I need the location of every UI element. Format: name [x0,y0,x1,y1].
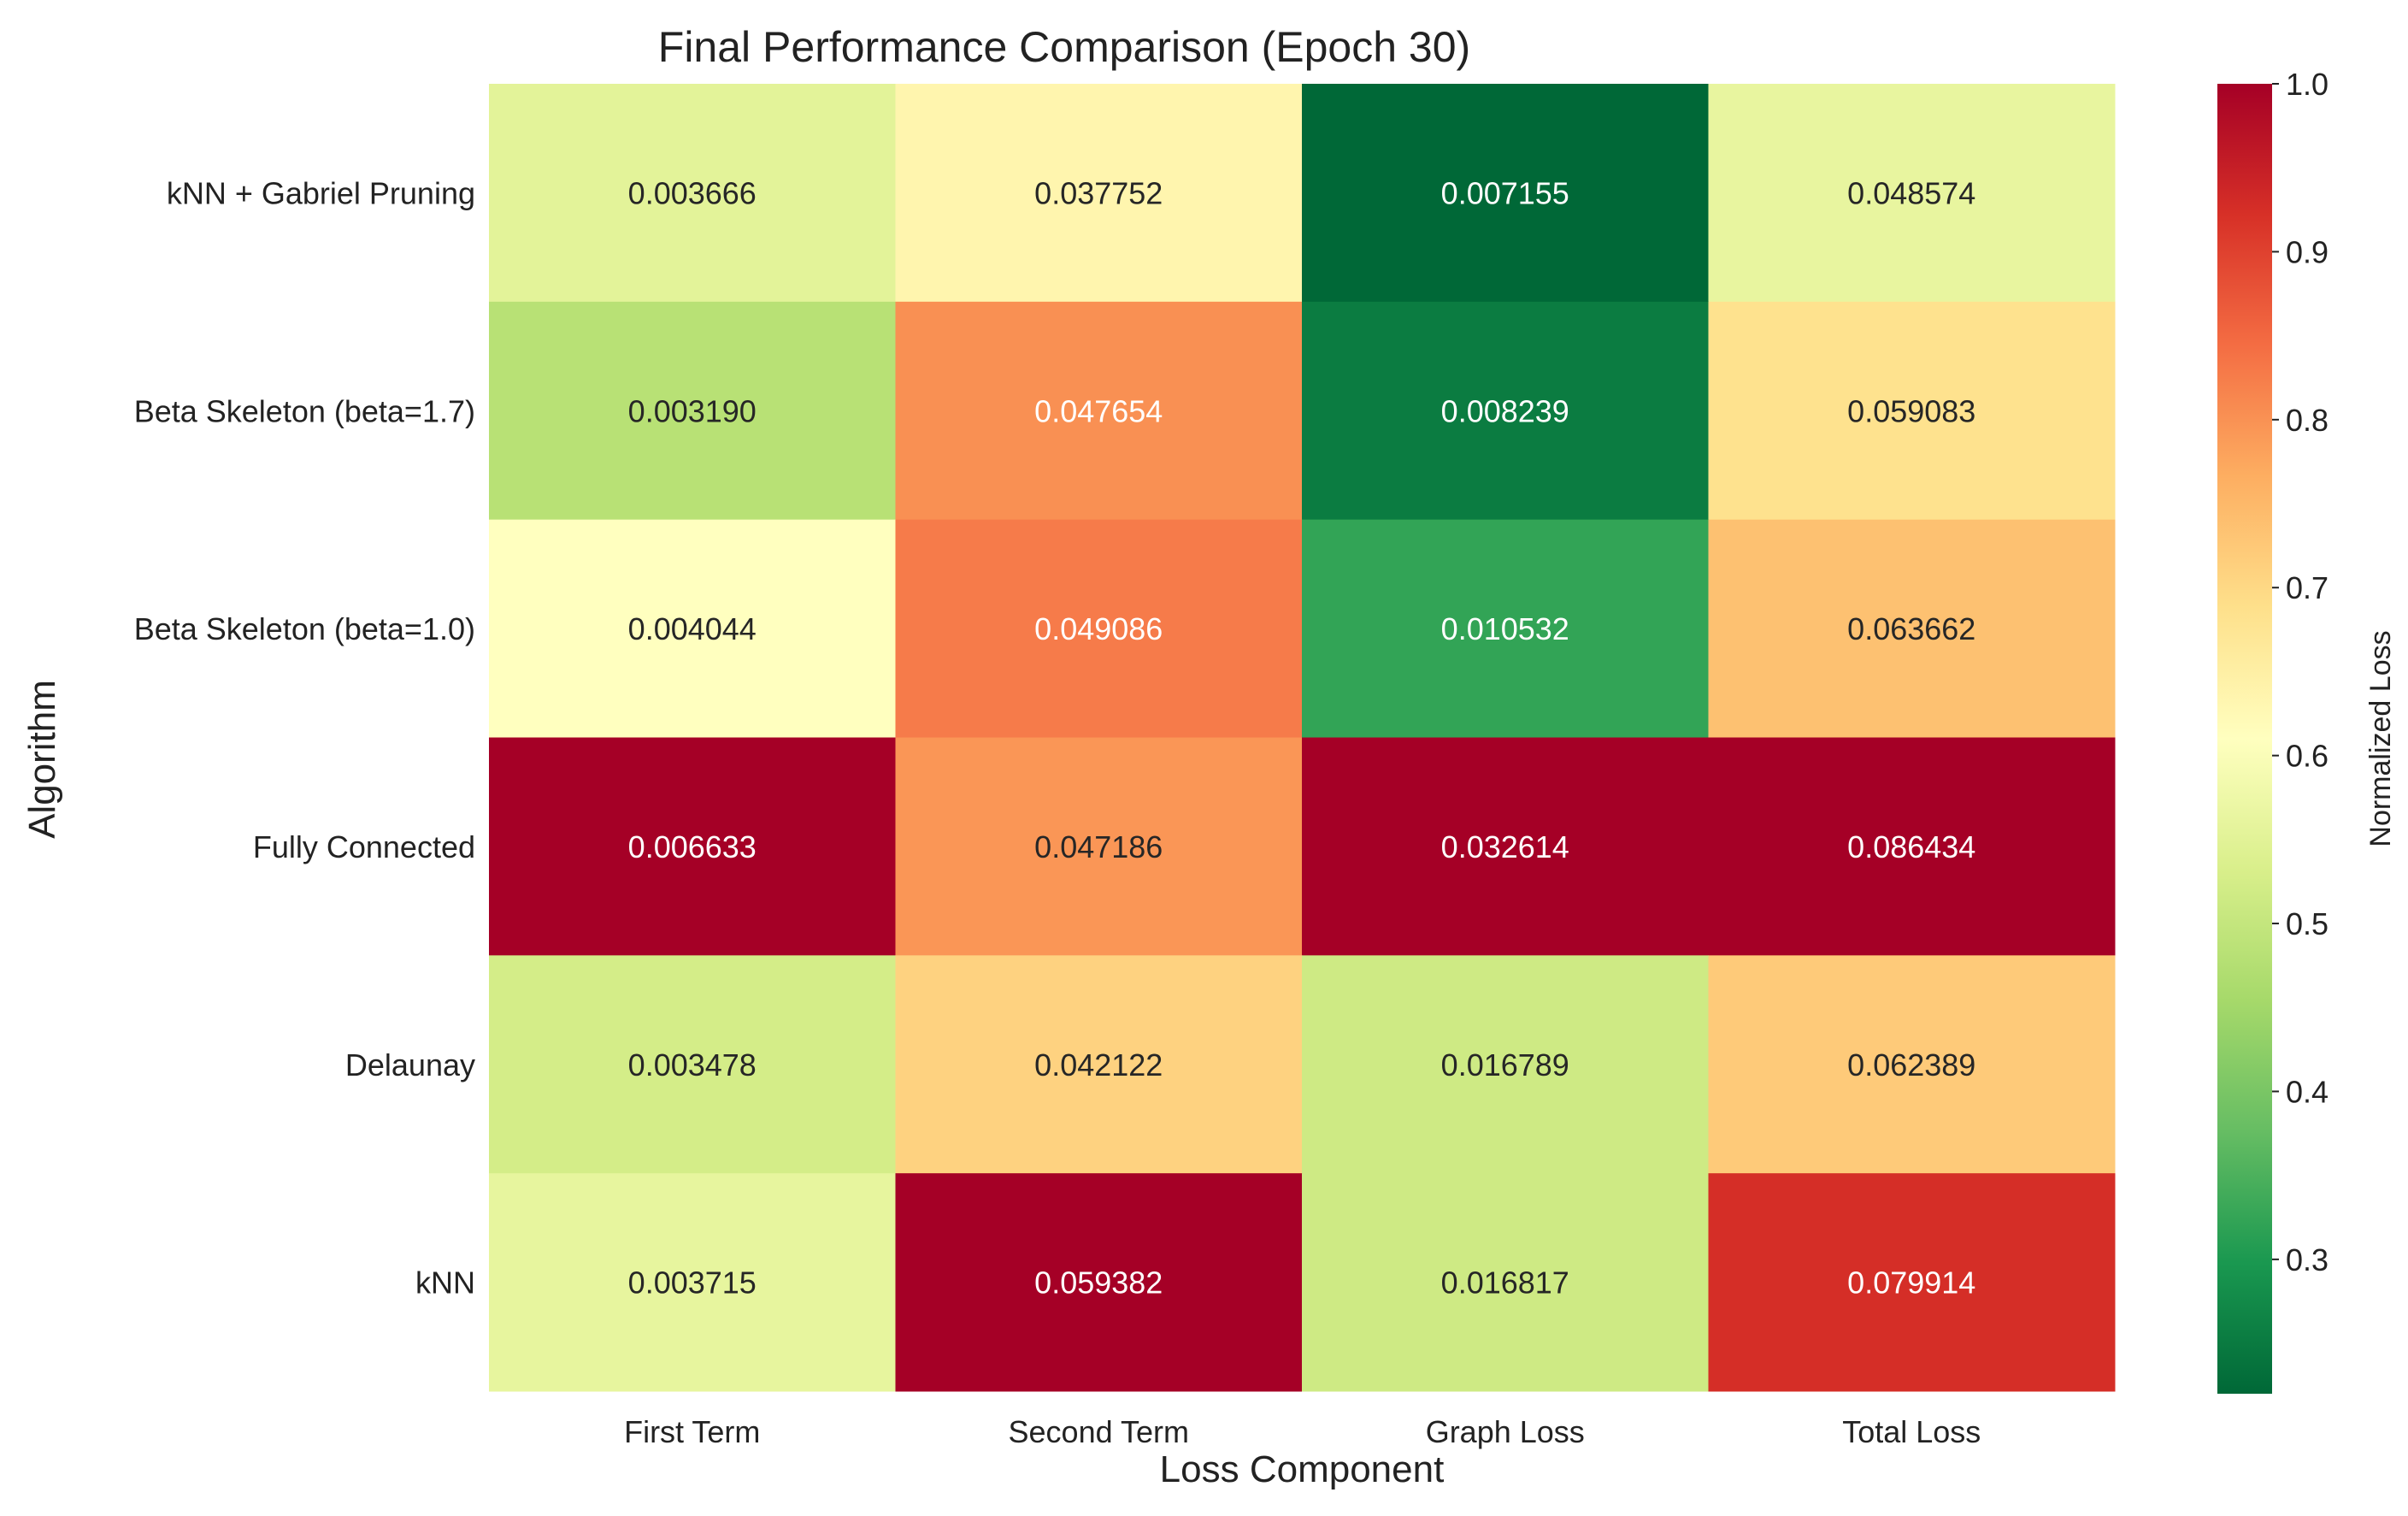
cell-value-label: 0.079914 [1847,1265,1975,1301]
chart-title: Final Performance Comparison (Epoch 30) [658,23,1470,71]
cell-value-label: 0.063662 [1847,611,1975,646]
heatmap-cell [489,737,896,956]
x-tick-labels: First Term Second Term Graph Loss Total Los… [624,1414,1981,1449]
colorbar-tick-label: 0.9 [2286,234,2329,269]
y-tick-label: Delaunay [345,1047,475,1082]
heatmap-cell [1302,84,1709,303]
cell-value-label: 0.010532 [1441,611,1569,646]
cell-value-label: 0.004044 [628,611,757,646]
colorbar-tick-label: 0.4 [2286,1074,2329,1109]
colorbar-tick-label: 0.7 [2286,570,2329,605]
x-tick-label: Second Term [1009,1414,1189,1449]
cell-value-label: 0.042122 [1034,1047,1163,1082]
cell-value-label: 0.037752 [1034,175,1163,210]
cell-value-label: 0.003478 [628,1047,757,1082]
y-tick-label: Beta Skeleton (beta=1.0) [134,611,475,646]
cell-value-label: 0.047654 [1034,393,1163,428]
cell-value-label: 0.016817 [1441,1265,1569,1301]
cell-value-label: 0.016789 [1441,1047,1569,1082]
colorbar-tick-label: 1.0 [2286,67,2329,102]
cell-value-label: 0.008239 [1441,393,1569,428]
cell-value-label: 0.048574 [1847,175,1975,210]
heatmap-cell [1302,1173,1709,1392]
colorbar-tick-label: 0.3 [2286,1242,2329,1277]
heatmap-cell [1302,301,1709,521]
cell-value-label: 0.007155 [1441,175,1569,210]
y-tick-label: Fully Connected [253,829,475,864]
heatmap-cell [1708,737,2116,956]
cell-value-label: 0.059382 [1034,1265,1163,1301]
cell-value-label: 0.059083 [1847,393,1975,428]
heatmap-cell [1708,519,2116,738]
y-tick-label: kNN [415,1265,475,1301]
colorbar-label: Normalized Loss [2364,630,2397,846]
heatmap-cell [895,737,1303,956]
cell-value-label: 0.006633 [628,829,757,864]
cell-value-label: 0.003666 [628,175,757,210]
heatmap-cell [1708,84,2116,303]
colorbar-tick-label: 0.8 [2286,403,2329,438]
x-axis-label: Loss Component [1160,1448,1445,1490]
cell-value-label: 0.047186 [1034,829,1163,864]
cell-value-label: 0.003715 [628,1265,757,1301]
heatmap-cell [895,519,1303,738]
colorbar-tick-label: 0.5 [2286,906,2329,941]
heatmap-cell [895,955,1303,1174]
heatmap-cell [895,1173,1303,1392]
heatmap-cell [1708,301,2116,521]
heatmap-cell [1708,1173,2116,1392]
heatmap-cell [1302,737,1709,956]
heatmap-cell [489,1173,896,1392]
heatmap-cell [1302,519,1709,738]
x-tick-label: Graph Loss [1426,1414,1585,1449]
cell-value-label: 0.086434 [1847,829,1975,864]
heatmap-cell [1302,955,1709,1174]
colorbar-ticks: 0.3 0.4 0.5 0.6 0.7 0.8 0.9 1.0 [2272,67,2329,1277]
cell-value-label: 0.003190 [628,393,757,428]
x-tick-label: First Term [624,1414,760,1449]
heatmap-cell [1708,955,2116,1174]
y-tick-label: Beta Skeleton (beta=1.7) [134,393,475,428]
heatmap-cell [489,955,896,1174]
heatmap-cell [895,84,1303,303]
colorbar-tick-label: 0.6 [2286,739,2329,774]
heatmap-cell [489,519,896,738]
cell-value-label: 0.032614 [1441,829,1569,864]
y-axis-label: Algorithm [21,680,63,839]
heatmap-cell [895,301,1303,521]
cell-value-label: 0.049086 [1034,611,1163,646]
heatmap-cell [489,84,896,303]
y-tick-label: kNN + Gabriel Pruning [167,175,475,210]
heatmap-cells: 0.003666 0.037752 0.007155 0.048574 0.003190… [489,84,2116,1392]
colorbar [2217,84,2272,1394]
x-tick-label: Total Loss [1842,1414,1981,1449]
cell-value-label: 0.062389 [1847,1047,1975,1082]
y-tick-labels: kNN + Gabriel Pruning Beta Skeleton (beta… [134,175,475,1300]
heatmap-cell [489,301,896,521]
